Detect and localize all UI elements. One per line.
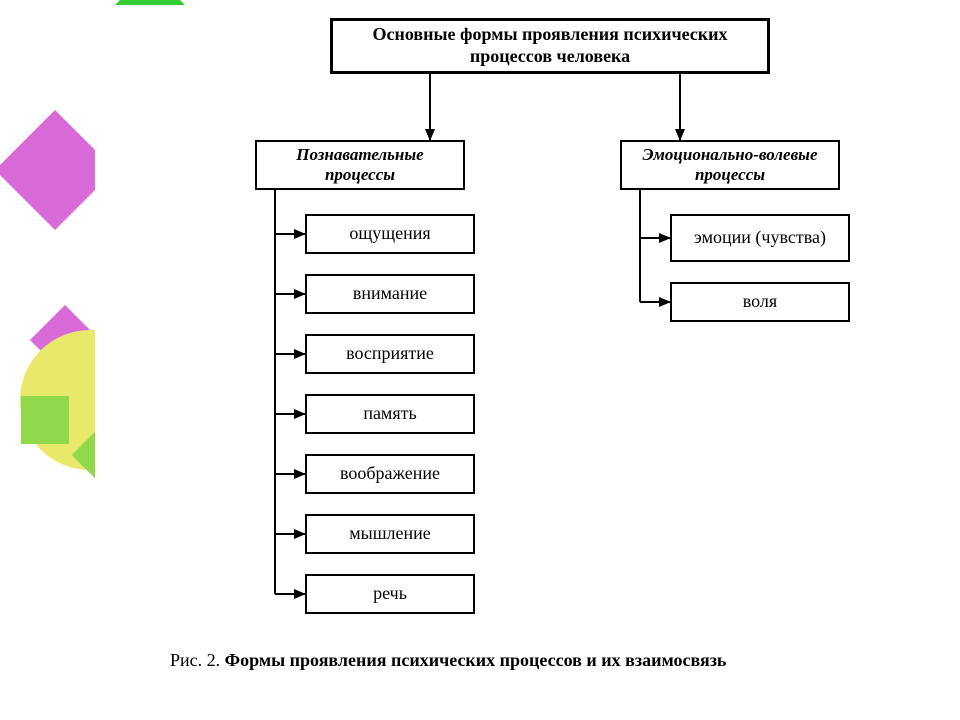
branch-header-0: Познавательные процессы: [255, 140, 465, 190]
branch-header-1: Эмоционально-волевые процессы: [620, 140, 840, 190]
branch-1-item-1: воля: [670, 282, 850, 322]
diagram-panel: Основные формы проявления психических пр…: [95, 5, 940, 720]
branch-0-item-6: речь: [305, 574, 475, 614]
branch-1-item-0: эмоции (чувства): [670, 214, 850, 262]
branch-0-item-1: внимание: [305, 274, 475, 314]
branch-0-item-5: мышление: [305, 514, 475, 554]
figure-caption: Рис. 2. Формы проявления психических про…: [170, 650, 726, 671]
branch-0-item-3: память: [305, 394, 475, 434]
caption-text: Формы проявления психических процессов и…: [225, 650, 727, 670]
caption-prefix: Рис. 2.: [170, 650, 220, 670]
root-box: Основные формы проявления психических пр…: [330, 18, 770, 74]
canvas: Основные формы проявления психических пр…: [0, 0, 960, 720]
branch-0-item-2: восприятие: [305, 334, 475, 374]
branch-0-item-0: ощущения: [305, 214, 475, 254]
connector-layer: [95, 5, 940, 720]
branch-0-item-4: воображение: [305, 454, 475, 494]
